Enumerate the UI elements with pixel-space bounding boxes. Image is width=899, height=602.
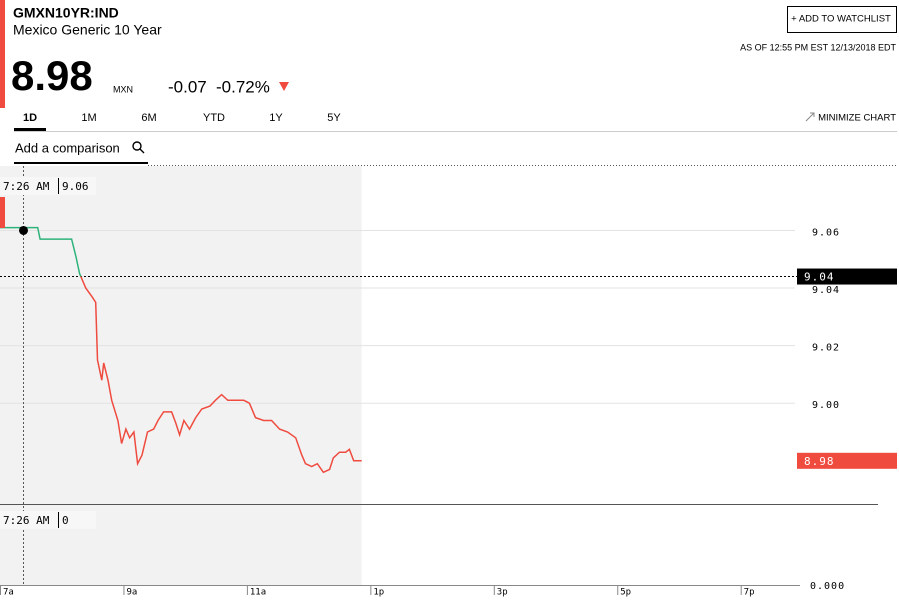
range-tab[interactable]: 1D xyxy=(23,112,37,124)
price-line xyxy=(0,226,362,474)
x-tick-label: 9a xyxy=(126,588,137,598)
y-tick-label: 9.02 xyxy=(812,343,840,354)
x-tick-label: 1p xyxy=(373,588,384,598)
volume-tick-label: 0.000 xyxy=(810,581,845,592)
comparison-input[interactable]: Add a comparison xyxy=(15,140,120,155)
last-value-label: 8.98 xyxy=(804,455,835,468)
hover-dot xyxy=(19,225,28,235)
x-tick-label: 5p xyxy=(620,588,631,598)
active-tab-underline xyxy=(14,128,46,131)
hover-time: 7:26 AM xyxy=(3,180,50,193)
range-tabs: 1D 1M 6M YTD 1Y 5Y xyxy=(23,112,341,124)
x-tick-label: 3p xyxy=(497,588,508,598)
minimize-chart[interactable]: MINIMIZE CHART xyxy=(818,113,896,124)
y-tick-label: 9.04 xyxy=(812,285,840,296)
previous-close-box xyxy=(797,268,897,285)
watchlist-button[interactable] xyxy=(787,6,897,33)
hover-box xyxy=(0,177,96,195)
watchlist-label[interactable]: + ADD TO WATCHLIST xyxy=(791,14,891,25)
as-of: AS OF 12:55 PM EST 12/13/2018 EDT xyxy=(740,42,896,52)
x-tick-label: 7a xyxy=(3,588,14,598)
range-tab[interactable]: YTD xyxy=(203,112,225,124)
security-name: Mexico Generic 10 Year xyxy=(13,22,162,38)
previous-close-label: 9.04 xyxy=(804,271,835,284)
price: 8.98 xyxy=(11,52,93,99)
search-icon-handle xyxy=(139,148,145,154)
last-value-box xyxy=(797,452,897,469)
change: -0.07 xyxy=(168,77,207,96)
x-tick-label: 11a xyxy=(250,588,266,598)
y-tick-label: 9.00 xyxy=(812,400,840,411)
range-tab[interactable]: 1Y xyxy=(269,112,283,124)
hover-value: 9.06 xyxy=(62,180,89,193)
y-tick-label: 9.06 xyxy=(812,227,840,238)
range-tab[interactable]: 6M xyxy=(141,112,156,124)
accent-bar xyxy=(0,0,5,108)
input-underline xyxy=(14,162,148,164)
range-tab[interactable]: 1M xyxy=(81,112,96,124)
currency: MXN xyxy=(113,84,133,94)
minimize-icon[interactable] xyxy=(805,112,815,122)
x-tick-label: 7p xyxy=(744,588,755,598)
change-pct: -0.72% xyxy=(216,77,270,96)
hover-box xyxy=(0,511,96,529)
hover-time: 7:26 AM xyxy=(3,514,50,527)
down-arrow xyxy=(279,82,289,91)
symbol: GMXN10YR:IND xyxy=(13,5,119,21)
hover-value: 0 xyxy=(62,514,69,527)
search-icon[interactable] xyxy=(132,141,142,151)
range-tab[interactable]: 5Y xyxy=(327,112,341,124)
red-marker xyxy=(0,197,5,228)
plot: 9.06 9.04 9.02 9.00 7a 9a 11a 1p 3p 5p 7p 0.000 9.04… xyxy=(0,166,897,598)
